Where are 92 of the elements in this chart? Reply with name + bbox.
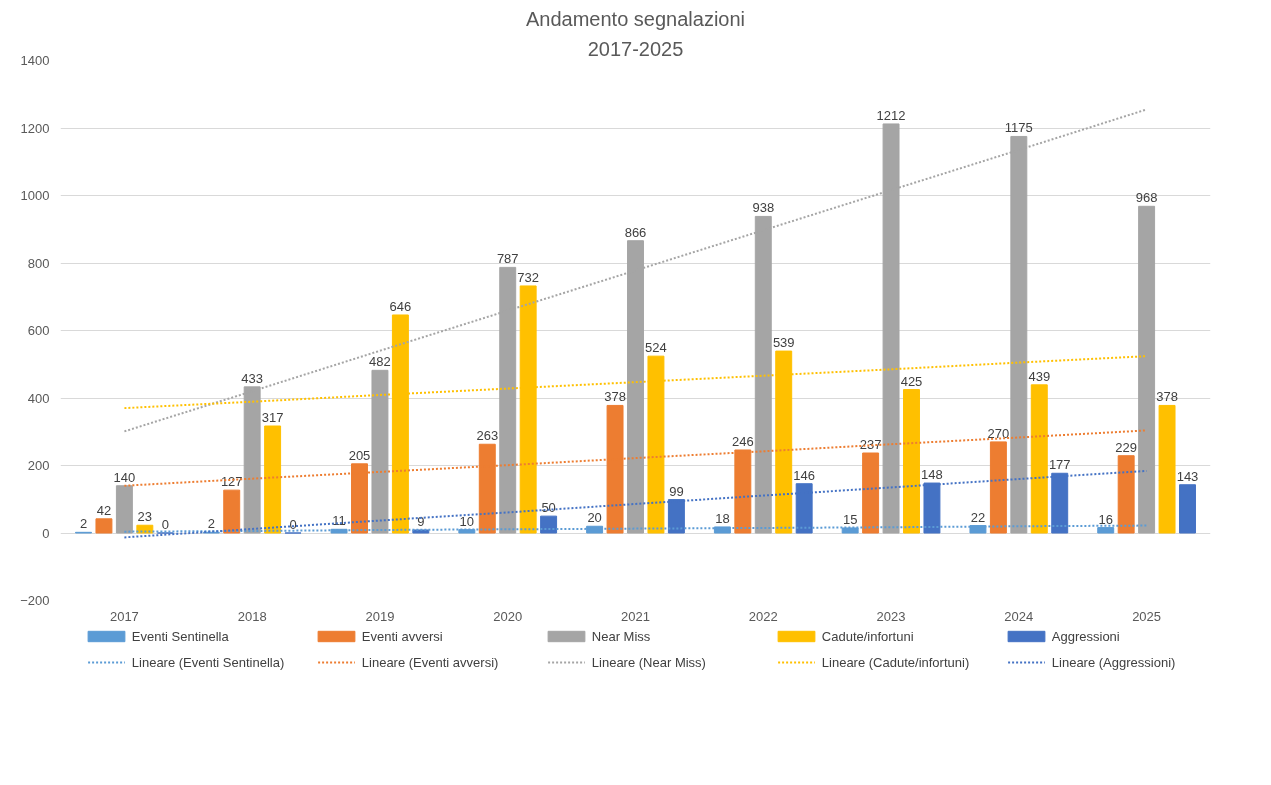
- bar: [1179, 484, 1196, 534]
- legend-label: Lineare (Eventi avversi): [361, 655, 499, 670]
- data-label: 20: [587, 510, 602, 526]
- data-label: 11: [332, 513, 346, 529]
- data-label: 9: [417, 513, 425, 529]
- data-label: 15: [842, 511, 858, 527]
- y-tick-label: 400: [27, 390, 50, 406]
- bar: [1030, 384, 1048, 534]
- data-label: 42: [96, 502, 112, 518]
- legend-label: Lineare (Cadute/infortuni): [821, 655, 970, 670]
- data-label: 378: [1156, 389, 1178, 405]
- chart-subtitle: 2017-2025: [587, 37, 684, 60]
- chart-title: Andamento segnalazioni: [525, 7, 746, 30]
- legend-label: Cadute/infortuni: [821, 629, 914, 644]
- legend-label: Eventi avversi: [361, 629, 443, 644]
- bar: [1158, 404, 1176, 534]
- y-tick-label: 1000: [20, 188, 50, 203]
- x-tick-label: 2020: [493, 608, 523, 624]
- data-label: 246: [731, 433, 754, 449]
- data-label: 50: [541, 500, 556, 516]
- data-label: 18: [715, 510, 730, 526]
- data-label: 787: [496, 251, 519, 267]
- data-label: 2: [207, 516, 215, 532]
- x-tick-label: 2017: [109, 608, 139, 624]
- data-label: 99: [669, 483, 684, 499]
- y-tick-label: 200: [27, 458, 50, 473]
- bar: [540, 515, 558, 534]
- y-tick-label: −200: [20, 593, 50, 608]
- legend-label: Lineare (Eventi Sentinella): [131, 655, 285, 670]
- bar: [795, 483, 813, 534]
- bar: [903, 389, 920, 534]
- bar: [667, 499, 685, 534]
- data-label: 22: [970, 509, 986, 525]
- x-tick-label: 2019: [365, 608, 395, 624]
- y-tick-label: 1400: [20, 53, 50, 68]
- bar: [1051, 472, 1069, 534]
- data-label: 0: [161, 517, 169, 532]
- legend-label: Lineare (Near Miss): [591, 655, 706, 670]
- data-label: 148: [921, 467, 943, 483]
- bar: [115, 485, 133, 534]
- data-label: 146: [793, 467, 816, 483]
- data-label: 2: [79, 516, 88, 532]
- data-label: 646: [389, 298, 412, 314]
- legend-label: Eventi Sentinella: [131, 629, 230, 644]
- data-label: 425: [900, 373, 923, 389]
- legend-label: Lineare (Aggressioni): [1051, 655, 1176, 670]
- y-tick-label: 800: [27, 255, 50, 271]
- x-tick-label: 2022: [748, 608, 778, 624]
- data-label: 270: [987, 425, 1010, 441]
- x-tick-label: 2018: [237, 608, 267, 624]
- data-label: 0: [289, 517, 297, 532]
- x-tick-label: 2023: [876, 608, 906, 624]
- x-tick-label: 2024: [1004, 608, 1034, 624]
- legend-label: Near Miss: [591, 629, 651, 644]
- data-label: 140: [113, 469, 136, 485]
- data-label: 938: [752, 200, 775, 216]
- data-label: 229: [1115, 439, 1138, 455]
- data-label: 524: [645, 340, 667, 356]
- bar: [923, 482, 941, 534]
- data-label: 482: [369, 354, 391, 370]
- data-label: 866: [624, 224, 647, 240]
- data-label: 143: [1176, 468, 1199, 484]
- data-label: 10: [459, 513, 475, 529]
- legend-label: Aggressioni: [1051, 629, 1120, 644]
- bar: [862, 452, 880, 534]
- data-label: 16: [1098, 511, 1113, 527]
- data-label: 205: [348, 447, 371, 463]
- data-label: 439: [1028, 368, 1051, 384]
- data-label: 237: [859, 437, 882, 453]
- data-label: 732: [517, 269, 540, 285]
- x-tick-label: 2021: [621, 608, 650, 624]
- bar: [223, 489, 241, 534]
- bar: [95, 518, 113, 534]
- bar: [1117, 455, 1135, 534]
- y-tick-label: 1200: [20, 120, 50, 136]
- data-label: 127: [220, 474, 243, 490]
- y-tick-label: 0: [42, 525, 50, 541]
- bar: [264, 425, 282, 534]
- data-label: 378: [604, 389, 626, 405]
- data-label: 317: [261, 410, 284, 426]
- data-label: 1212: [876, 107, 906, 123]
- x-tick-label: 2025: [1132, 608, 1162, 624]
- y-tick-label: 600: [27, 323, 50, 338]
- bar: [1138, 205, 1156, 534]
- bar: [371, 369, 389, 534]
- data-label: 539: [772, 335, 795, 351]
- data-label: 177: [1048, 457, 1071, 473]
- data-label: 1175: [1004, 120, 1033, 136]
- data-label: 263: [476, 428, 499, 444]
- data-label: 433: [241, 370, 264, 386]
- data-label: 23: [137, 509, 153, 525]
- data-label: 968: [1135, 190, 1158, 206]
